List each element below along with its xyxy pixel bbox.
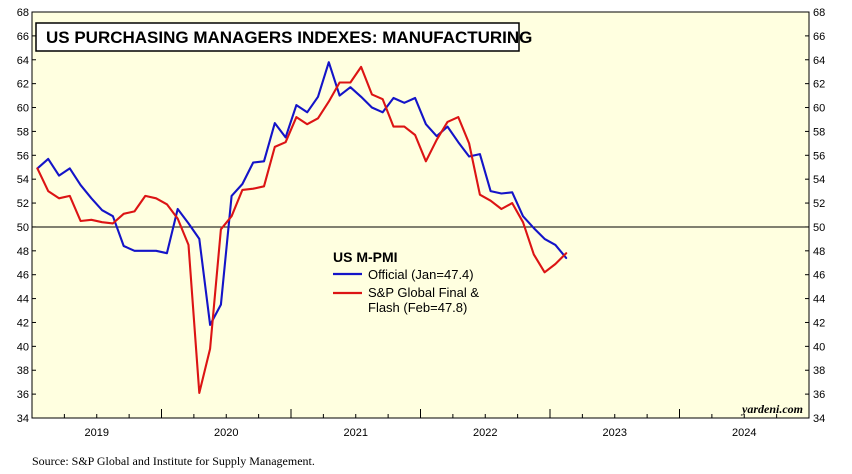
y-label-left-44: 44 xyxy=(17,294,29,306)
legend-label-sp-global-line2: Flash (Feb=47.8) xyxy=(368,300,467,315)
series-group xyxy=(36,61,568,394)
y-label-right-38: 38 xyxy=(813,365,825,377)
x-year-label-2024: 2024 xyxy=(732,427,756,439)
x-year-label-2021: 2021 xyxy=(344,427,368,439)
y-label-right-42: 42 xyxy=(813,317,825,329)
y-label-left-54: 54 xyxy=(17,174,29,186)
x-year-label-2022: 2022 xyxy=(473,427,497,439)
legend-label-sp-global-line1: S&P Global Final & xyxy=(368,285,479,300)
y-label-left-66: 66 xyxy=(17,31,29,43)
x-axis-years: 2019 2020 2021 2022 2023 2024 xyxy=(31,409,810,439)
y-label-right-62: 62 xyxy=(813,79,825,91)
y-label-right-48: 48 xyxy=(813,246,825,258)
y-label-left-42: 42 xyxy=(17,317,29,329)
y-axis-ticks: 34 34 36 36 38 38 40 40 42 42 44 44 46 46 48 48 50 50 52 52… xyxy=(17,7,826,425)
y-label-left-34: 34 xyxy=(17,413,29,425)
title-box xyxy=(35,22,520,52)
source-note: Source: S&P Global and Institute for Sup… xyxy=(32,454,315,468)
plot-area xyxy=(31,11,810,419)
y-label-left-60: 60 xyxy=(17,103,29,115)
y-label-left-56: 56 xyxy=(17,150,29,162)
y-label-right-58: 58 xyxy=(813,126,825,138)
series-line-sp-global xyxy=(36,65,568,394)
y-label-left-46: 46 xyxy=(17,270,29,282)
y-label-right-68: 68 xyxy=(813,7,825,19)
y-label-right-64: 64 xyxy=(813,55,825,67)
y-label-right-36: 36 xyxy=(813,389,825,401)
y-label-left-50: 50 xyxy=(17,222,29,234)
y-label-left-36: 36 xyxy=(17,389,29,401)
x-year-label-2019: 2019 xyxy=(85,427,109,439)
legend: US M-PMI Official (Jan=47.4) S&P Global … xyxy=(333,249,479,315)
chart-title: US PURCHASING MANAGERS INDEXES: MANUFACT… xyxy=(46,28,532,47)
legend-label-official: Official (Jan=47.4) xyxy=(368,267,474,282)
y-label-right-40: 40 xyxy=(813,341,825,353)
x-year-label-2020: 2020 xyxy=(214,427,238,439)
y-label-right-52: 52 xyxy=(813,198,825,210)
y-label-left-48: 48 xyxy=(17,246,29,258)
y-label-right-54: 54 xyxy=(813,174,825,186)
y-label-right-66: 66 xyxy=(813,31,825,43)
y-label-left-64: 64 xyxy=(17,55,29,67)
y-label-left-38: 38 xyxy=(17,365,29,377)
y-label-left-52: 52 xyxy=(17,198,29,210)
y-label-left-62: 62 xyxy=(17,79,29,91)
y-label-right-44: 44 xyxy=(813,294,825,306)
y-label-right-46: 46 xyxy=(813,270,825,282)
credit: yardeni.com xyxy=(740,402,803,416)
y-label-left-58: 58 xyxy=(17,126,29,138)
series-line-official xyxy=(36,61,568,326)
y-label-left-40: 40 xyxy=(17,341,29,353)
y-label-right-56: 56 xyxy=(813,150,825,162)
y-label-right-60: 60 xyxy=(813,103,825,115)
y-label-right-34: 34 xyxy=(813,413,825,425)
legend-title: US M-PMI xyxy=(333,249,398,265)
y-label-right-50: 50 xyxy=(813,222,825,234)
y-label-left-68: 68 xyxy=(17,7,29,19)
x-year-label-2023: 2023 xyxy=(603,427,627,439)
